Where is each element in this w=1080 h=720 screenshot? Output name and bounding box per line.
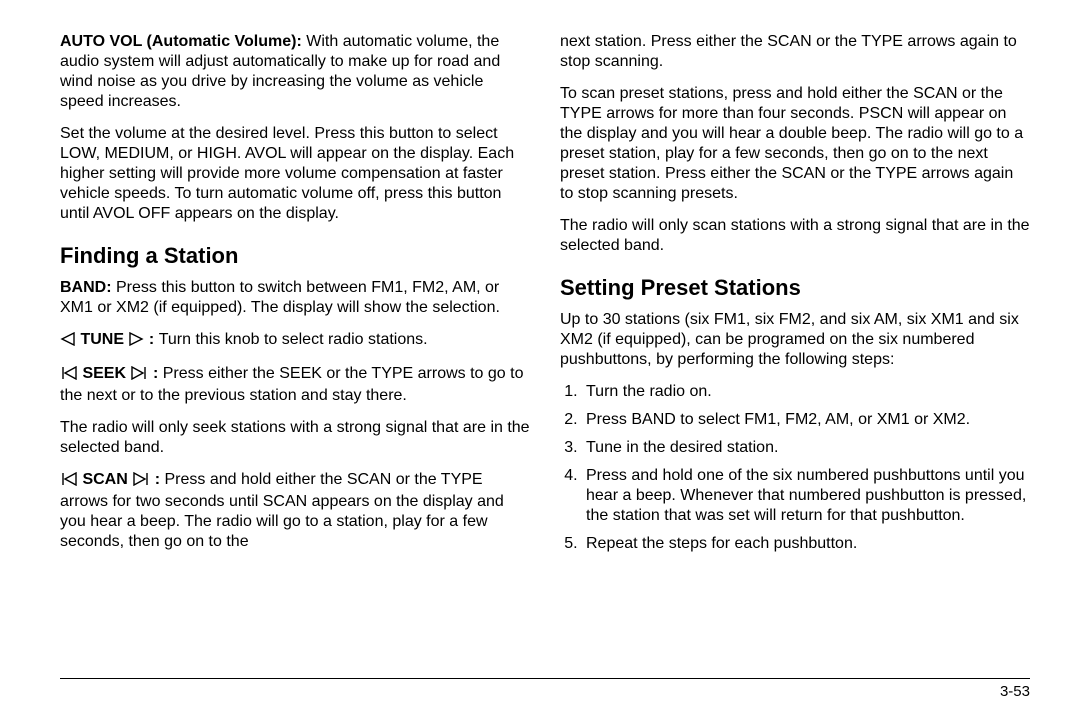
seek-colon: : bbox=[153, 365, 163, 382]
left-column: AUTO VOL (Automatic Volume): With automa… bbox=[60, 32, 530, 670]
preset-heading: Setting Preset Stations bbox=[560, 274, 1030, 302]
auto-vol-paragraph-2: Set the volume at the desired level. Pre… bbox=[60, 124, 530, 224]
page-number: 3-53 bbox=[1000, 683, 1030, 700]
tune-paragraph: TUNE : Turn this knob to select radio st… bbox=[60, 330, 530, 352]
preset-step-4: Press and hold one of the six numbered p… bbox=[582, 466, 1030, 526]
auto-vol-paragraph: AUTO VOL (Automatic Volume): With automa… bbox=[60, 32, 530, 112]
preset-step-2: Press BAND to select FM1, FM2, AM, or XM… bbox=[582, 410, 1030, 430]
seek-note: The radio will only seek stations with a… bbox=[60, 418, 530, 458]
scan-note: The radio will only scan stations with a… bbox=[560, 216, 1030, 256]
seek-paragraph: SEEK : Press either the SEEK or the TYPE… bbox=[60, 364, 530, 406]
scan-next-icon bbox=[132, 472, 150, 492]
preset-steps-list: Turn the radio on. Press BAND to select … bbox=[560, 382, 1030, 554]
page-footer: 3-53 bbox=[60, 678, 1030, 700]
manual-page: AUTO VOL (Automatic Volume): With automa… bbox=[0, 0, 1080, 720]
tune-left-icon bbox=[60, 332, 76, 352]
seek-prev-icon bbox=[60, 366, 78, 386]
preset-step-1: Turn the radio on. bbox=[582, 382, 1030, 402]
tune-label: TUNE bbox=[80, 331, 124, 348]
content-columns: AUTO VOL (Automatic Volume): With automa… bbox=[60, 32, 1030, 670]
preset-step-3: Tune in the desired station. bbox=[582, 438, 1030, 458]
scan-prev-icon bbox=[60, 472, 78, 492]
finding-heading: Finding a Station bbox=[60, 242, 530, 270]
preset-step-5: Repeat the steps for each pushbutton. bbox=[582, 534, 1030, 554]
tune-text: Turn this knob to select radio stations. bbox=[159, 331, 428, 348]
scan-continued: next station. Press either the SCAN or t… bbox=[560, 32, 1030, 72]
tune-right-icon bbox=[128, 332, 144, 352]
preset-intro: Up to 30 stations (six FM1, six FM2, and… bbox=[560, 310, 1030, 370]
band-paragraph: BAND: Press this button to switch betwee… bbox=[60, 278, 530, 318]
scan-paragraph: SCAN : Press and hold either the SCAN or… bbox=[60, 470, 530, 552]
seek-next-icon bbox=[130, 366, 148, 386]
tune-colon: : bbox=[149, 331, 159, 348]
band-text: Press this button to switch between FM1,… bbox=[60, 279, 500, 316]
right-column: next station. Press either the SCAN or t… bbox=[560, 32, 1030, 670]
band-label: BAND: bbox=[60, 279, 112, 296]
auto-vol-label: AUTO VOL (Automatic Volume): bbox=[60, 33, 302, 50]
scan-preset-paragraph: To scan preset stations, press and hold … bbox=[560, 84, 1030, 204]
scan-label: SCAN bbox=[82, 471, 127, 488]
seek-label: SEEK bbox=[82, 365, 126, 382]
